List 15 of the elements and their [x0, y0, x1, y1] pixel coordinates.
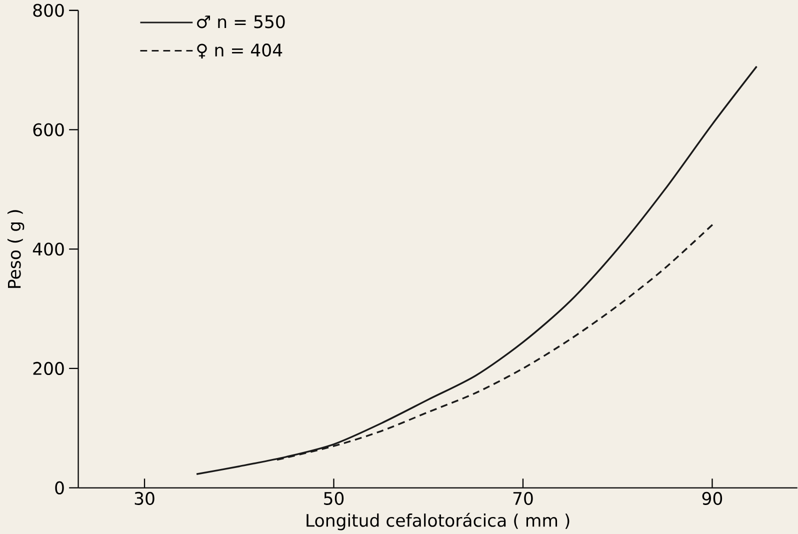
y-tick-label: 0	[55, 481, 64, 494]
x-tick-label: 70	[513, 492, 533, 505]
x-tick-label: 50	[324, 492, 344, 505]
x-tick-label: 90	[702, 492, 722, 505]
x-axis-title: Longitud cefalotorácica ( mm )	[306, 512, 570, 530]
y-axis-title: Peso ( g )	[8, 210, 24, 288]
y-tick-label: 200	[33, 362, 64, 375]
y-tick-label: 600	[33, 123, 64, 136]
legend-label: ♂ n = 550	[197, 15, 285, 28]
line-series	[196, 66, 758, 475]
line-series	[276, 221, 716, 461]
x-tick-label: 30	[134, 492, 154, 505]
y-tick-label: 400	[32, 242, 64, 256]
y-tick-label: 800	[33, 4, 64, 17]
legend-label: ♀ n = 404	[197, 44, 282, 58]
